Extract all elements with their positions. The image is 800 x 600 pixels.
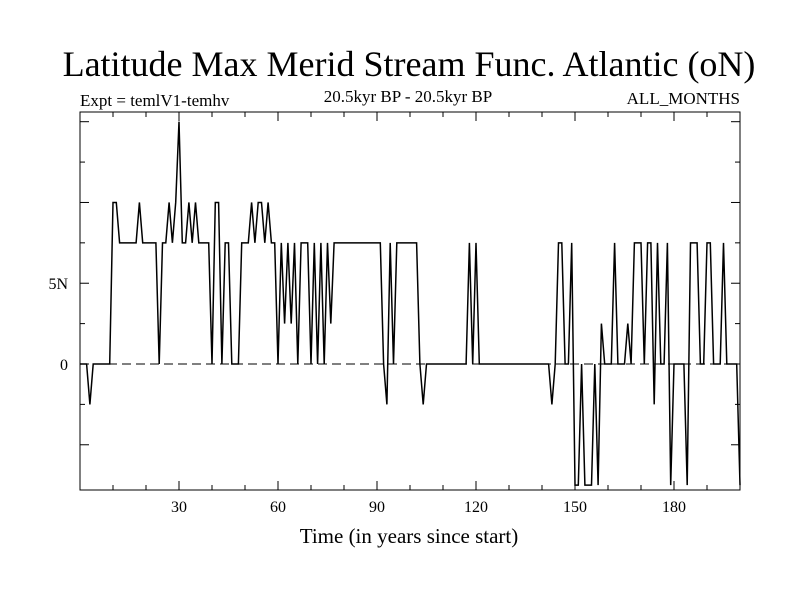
series-layer [80,121,741,486]
x-tick-label: 30 [171,499,187,516]
y-tick-label: 5N [48,276,68,293]
plot-frame [79,111,741,491]
series-line-0 [80,121,741,486]
chart-subtitle-left: Expt = temlV1-temhv [80,91,230,110]
tick-layer: 30 60 90 120 150 180 0 5N [48,112,740,516]
chart-title: Latitude Max Merid Stream Func. Atlantic… [63,44,756,84]
y-tick-label: 0 [60,357,68,374]
chart-subtitle-right: ALL_MONTHS [627,89,740,108]
x-tick-label: 180 [662,499,686,516]
x-tick-label: 90 [369,499,385,516]
x-tick-label: 60 [270,499,286,516]
x-axis-label: Time (in years since start) [300,524,519,548]
chart-subtitle-center: 20.5kyr BP - 20.5kyr BP [324,87,492,106]
x-tick-label: 150 [563,499,587,516]
x-tick-label: 120 [464,499,488,516]
